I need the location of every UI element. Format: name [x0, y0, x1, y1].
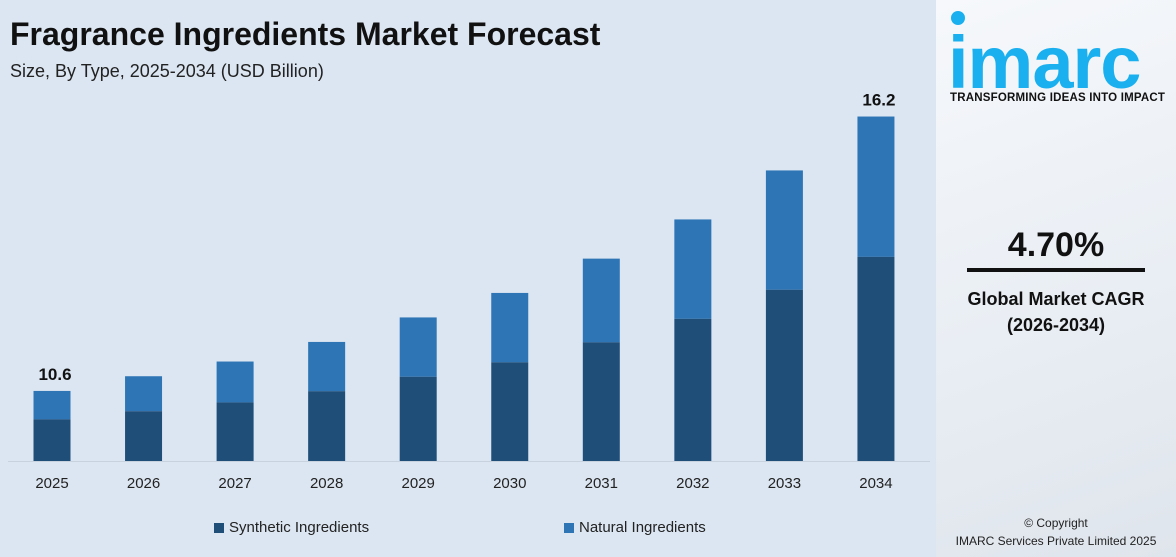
- legend-label: Synthetic Ingredients: [229, 519, 370, 536]
- copyright-line1: © Copyright: [1024, 516, 1088, 530]
- bar-natural-2026: [125, 376, 163, 412]
- legend-item-synthetic: Synthetic Ingredients: [214, 519, 369, 536]
- bar-natural-2025: [33, 390, 71, 420]
- stacked-bar-chart: 2025 10.6 2026 2027 2028 2029 2030 2031 2032 2033…: [8, 91, 930, 492]
- brand-tagline: TRANSFORMING IDEAS INTO IMPACT: [950, 92, 1166, 104]
- x-tick-label: 2029: [402, 475, 435, 492]
- bar-natural-2032: [674, 219, 712, 319]
- x-tick-label: 2033: [768, 475, 801, 492]
- svg-text:imarc: imarc: [948, 21, 1140, 92]
- cagr-divider: [967, 268, 1145, 272]
- bar-natural-2029: [399, 317, 437, 377]
- bar-natural-2031: [582, 258, 620, 343]
- bar-synthetic-2026: [125, 411, 163, 461]
- imarc-logo: imarc: [948, 11, 1141, 92]
- cagr-label: Global Market CAGR (2026-2034): [936, 286, 1176, 338]
- copyright: © Copyright IMARC Services Private Limit…: [936, 514, 1176, 550]
- legend-swatch-synthetic: [214, 522, 224, 533]
- info-panel: imarc TRANSFORMING IDEAS INTO IMPACT 4.7…: [936, 0, 1176, 557]
- bar-natural-2027: [216, 361, 254, 403]
- x-tick-label: 2032: [676, 475, 709, 492]
- cagr-value: 4.70%: [1007, 226, 1105, 264]
- bar-synthetic-2027: [216, 402, 254, 461]
- cagr-label-line2: (2026-2034): [1006, 315, 1106, 335]
- bar-natural-2034: [857, 116, 895, 257]
- bar-synthetic-2028: [308, 391, 346, 461]
- bar-synthetic-2034: [857, 256, 895, 461]
- bar-synthetic-2033: [765, 289, 803, 461]
- chart-subtitle: Size, By Type, 2025-2034 (USD Billion): [10, 61, 324, 81]
- bar-natural-2028: [308, 341, 346, 392]
- bar-natural-2033: [765, 170, 803, 290]
- chart-panel: 2025 10.6 2026 2027 2028 2029 2030 2031 2032 2033…: [8, 16, 930, 536]
- x-tick-label: 2026: [127, 475, 160, 492]
- x-tick-label: 2025: [35, 475, 68, 492]
- legend-item-natural: Natural Ingredients: [564, 519, 706, 536]
- bar-synthetic-2025: [33, 419, 71, 461]
- data-label-2025: 10.6: [38, 365, 71, 384]
- x-tick-label: 2028: [310, 475, 343, 492]
- cagr-label-line1: Global Market CAGR: [967, 289, 1145, 309]
- bar-synthetic-2032: [674, 318, 712, 461]
- bar-natural-2030: [491, 292, 529, 363]
- bar-synthetic-2031: [582, 342, 620, 461]
- data-label-2034: 16.2: [862, 91, 895, 110]
- legend-label: Natural Ingredients: [579, 519, 706, 536]
- x-tick-label: 2030: [493, 475, 526, 492]
- chart-title: Fragrance Ingredients Market Forecast: [10, 16, 601, 52]
- x-tick-label: 2027: [218, 475, 251, 492]
- bar-synthetic-2030: [491, 362, 529, 461]
- bar-synthetic-2029: [399, 376, 437, 461]
- copyright-line2: IMARC Services Private Limited 2025: [955, 534, 1157, 548]
- legend-swatch-natural: [564, 522, 574, 533]
- x-tick-label: 2031: [585, 475, 618, 492]
- x-tick-label: 2034: [859, 475, 892, 492]
